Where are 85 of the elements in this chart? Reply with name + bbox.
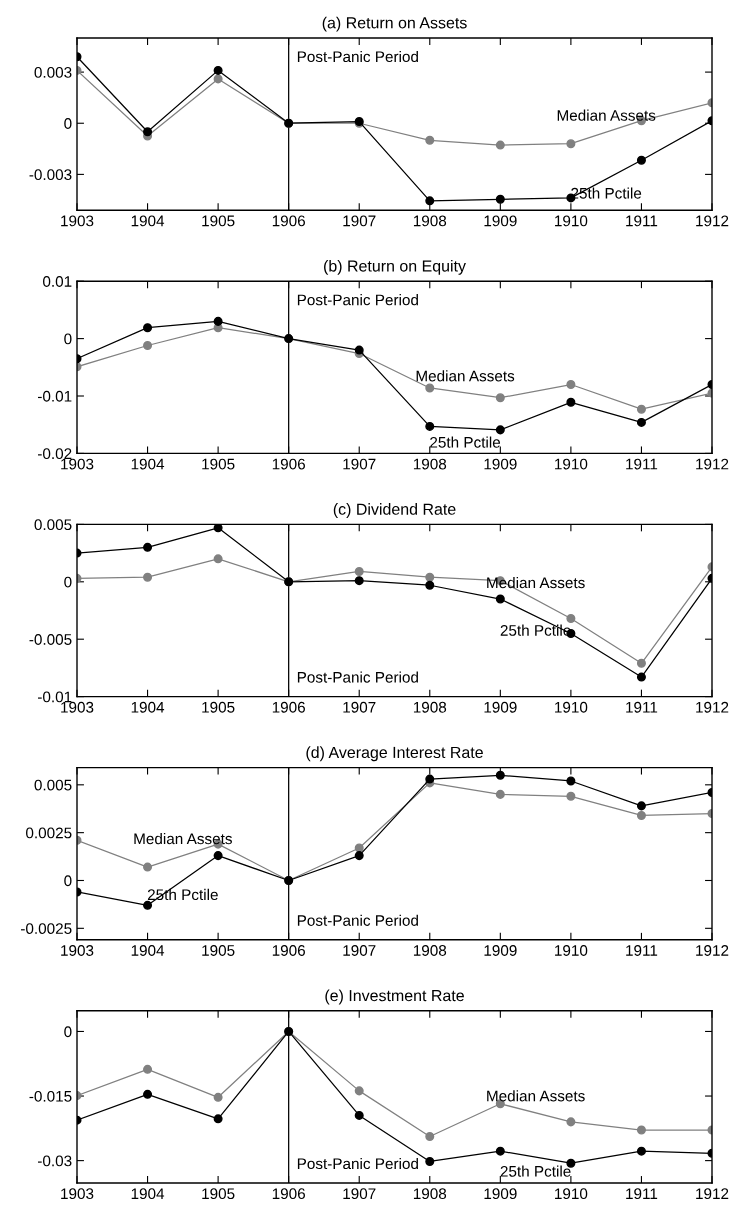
x-tick-label: 1909 [484,215,517,227]
x-tick-label: 1906 [272,1188,305,1200]
x-tick-label: 1911 [626,458,658,470]
y-tick-label: -0.015 [29,1090,72,1102]
ref-line-label: Post-Panic Period [297,671,418,683]
y-tick-label: -0.003 [29,169,72,181]
chart-title: (e) Investment Rate [325,989,464,1005]
x-tick-label: 1910 [555,1188,588,1200]
x-tick-label: 1906 [272,945,305,956]
x-tick-label: 1906 [272,458,305,470]
ref-line-label: Post-Panic Period [297,1157,418,1170]
x-tick-label: 1904 [131,701,165,713]
chart-title: (c) Dividend Rate [333,503,456,518]
y-tick-label: -0.03 [38,1155,72,1167]
x-tick-label: 1910 [555,945,588,956]
series-label: Median Assets [416,370,515,382]
y-tick-label: 0 [64,118,72,129]
x-tick-label: 1911 [626,945,658,956]
x-tick-label: 1903 [61,945,94,956]
y-tick-label: 0 [64,875,72,887]
series-label: Median Assets [134,832,232,845]
x-tick-label: 1911 [626,215,658,227]
x-tick-label: 1906 [272,215,305,227]
y-tick-label: 0.01 [43,276,72,287]
x-tick-label: 1908 [413,458,447,470]
x-tick-label: 1910 [555,458,588,470]
chart-title: (d) Average Interest Rate [306,746,483,762]
y-tick-label: 0 [64,576,72,588]
y-tick-label: 0.005 [34,779,72,791]
x-tick-label: 1908 [413,701,447,713]
x-tick-label: 1909 [484,701,517,713]
x-tick-label: 1909 [484,458,517,470]
x-tick-label: 1910 [555,701,588,713]
x-tick-label: 1904 [131,458,165,470]
x-tick-label: 1903 [61,458,94,470]
x-tick-label: 1910 [555,215,588,227]
y-tick-label: 0.0025 [26,827,72,839]
x-tick-label: 1912 [696,458,729,470]
y-tick-label: 0.005 [34,519,72,531]
series-label: Median Assets [557,109,656,121]
x-tick-label: 1908 [413,1188,447,1200]
x-tick-label: 1907 [343,701,376,713]
series-label: Median Assets [487,576,585,589]
series-label: 25th Pctile [430,436,501,448]
series-label: 25th Pctile [500,1165,571,1177]
x-tick-label: 1908 [413,215,447,227]
y-tick-label: -0.01 [38,390,72,402]
x-tick-label: 1912 [696,945,729,956]
y-tick-label: -0.005 [29,634,72,645]
x-tick-label: 1904 [131,945,165,956]
series-label: Median Assets [487,1090,585,1102]
y-tick-label: 0.003 [34,66,72,78]
y-tick-label: -0.01 [38,691,72,703]
chart-title: (b) Return on Equity [324,259,466,275]
x-tick-label: 1907 [343,945,376,956]
x-tick-label: 1903 [61,701,94,713]
x-tick-label: 1905 [202,458,235,470]
ref-line-label: Post-Panic Period [297,50,418,63]
x-tick-label: 1906 [272,701,305,713]
ref-line-label: Post-Panic Period [297,294,418,306]
y-tick-label: -0.02 [38,448,72,460]
y-tick-label: 0 [64,1026,72,1038]
x-tick-label: 1912 [696,701,729,713]
x-tick-label: 1909 [484,1188,517,1200]
x-tick-label: 1911 [626,1188,658,1200]
x-tick-label: 1905 [202,1188,235,1200]
x-tick-label: 1912 [696,1188,729,1200]
x-tick-label: 1905 [202,701,235,713]
x-tick-label: 1911 [626,701,658,713]
x-tick-label: 1905 [202,215,235,227]
x-tick-label: 1907 [343,458,376,470]
x-tick-label: 1907 [343,1188,376,1200]
x-tick-label: 1904 [131,1188,165,1200]
x-tick-label: 1909 [484,945,517,956]
y-tick-label: -0.0025 [21,923,72,935]
ref-line-label: Post-Panic Period [297,914,418,926]
x-tick-label: 1903 [61,215,94,227]
x-tick-label: 1908 [413,945,447,956]
x-tick-label: 1905 [202,945,235,956]
x-tick-label: 1907 [343,215,376,227]
chart-title: (a) Return on Assets [322,16,467,32]
x-tick-label: 1904 [131,215,165,227]
x-tick-label: 1903 [61,1188,94,1200]
y-tick-label: 0 [64,333,72,345]
x-tick-label: 1912 [696,215,729,227]
